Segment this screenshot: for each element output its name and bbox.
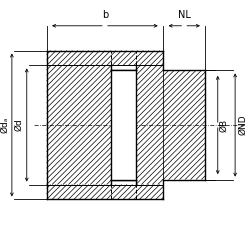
Polygon shape	[46, 50, 163, 66]
Polygon shape	[46, 66, 111, 184]
Text: b: b	[102, 10, 108, 20]
Text: Ød: Ød	[15, 119, 24, 131]
Polygon shape	[136, 66, 163, 184]
Bar	[111, 70, 136, 180]
Text: Ødₐ: Ødₐ	[0, 117, 9, 133]
Polygon shape	[46, 184, 163, 200]
Text: ØB: ØB	[220, 118, 228, 132]
Polygon shape	[163, 70, 205, 180]
Text: ØND: ØND	[238, 115, 247, 135]
Text: NL: NL	[178, 10, 191, 20]
